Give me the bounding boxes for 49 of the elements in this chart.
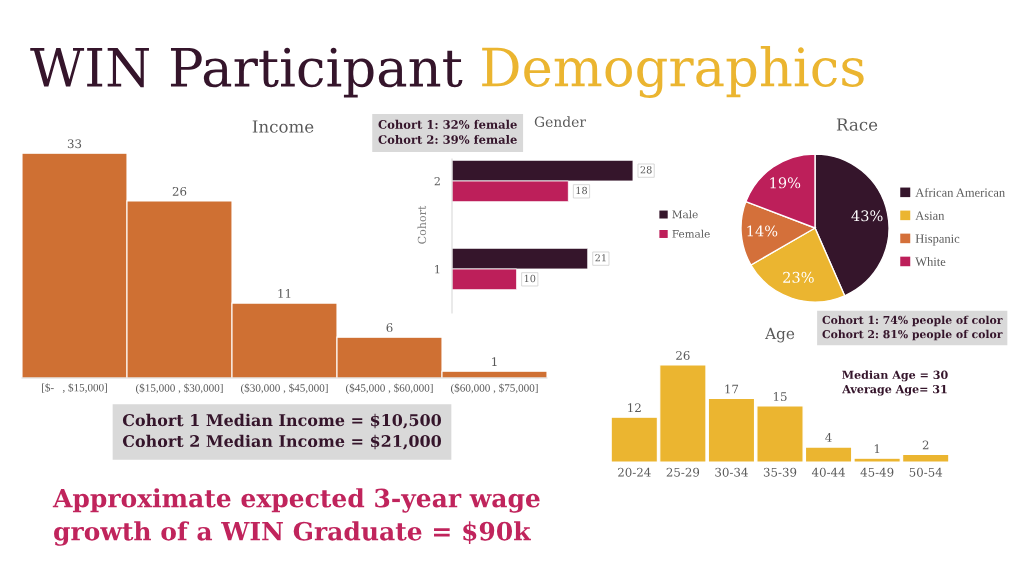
data-label: 14% xyxy=(747,225,778,237)
data-label: 1 xyxy=(492,357,497,366)
data-label: 26 xyxy=(172,186,187,196)
y-axis-title: Cohort xyxy=(417,205,427,244)
x-tick-label: 35-39 xyxy=(763,467,797,477)
legend-label: African American xyxy=(915,187,1005,197)
chart-title: Income xyxy=(252,120,314,133)
data-label: 12 xyxy=(628,403,641,412)
x-tick-label: 30-34 xyxy=(715,467,748,477)
data-label: 28 xyxy=(640,166,652,174)
x-tick-label: ($45,000 , $60,000] xyxy=(346,383,433,394)
x-tick-label: ($15,000 , $30,000] xyxy=(136,383,223,394)
x-tick-label: [$- , $15,000] xyxy=(42,383,107,393)
legend-label: Asian xyxy=(915,211,945,220)
data-label: 2 xyxy=(922,440,929,450)
legend-label: White xyxy=(915,257,946,266)
chart-title: Age xyxy=(764,327,795,343)
data-label: 11 xyxy=(278,289,291,298)
data-label: 21 xyxy=(595,254,606,262)
data-label: 6 xyxy=(386,323,393,333)
x-tick-label: ($60,000 , $75,000] xyxy=(451,383,538,394)
text: Cohort 1 Median Income = $10,500 Cohort 2 Median Income = $21,000 xyxy=(122,413,442,450)
annotation: Median Age = 30 Average Age= 31 xyxy=(842,370,948,396)
x-tick-label: 50-54 xyxy=(909,467,943,477)
data-label: 23% xyxy=(783,271,814,283)
data-label: 17 xyxy=(725,384,739,394)
chart-title: Gender xyxy=(534,116,586,128)
text: Cohort 1: 74% people of color Cohort 2: 81% people of color xyxy=(822,315,1003,341)
data-label: 18 xyxy=(576,186,588,195)
text: WIN Participant Demographics xyxy=(30,46,864,98)
legend-label: Hispanic xyxy=(915,234,960,246)
x-tick-label: 20-24 xyxy=(618,467,651,477)
data-label: 4 xyxy=(825,433,832,442)
chart-title: Race xyxy=(836,118,878,131)
text: Approximate expected 3-year wage growth of a WIN Graduate = $90k xyxy=(52,488,540,546)
text: Cohort 1: 32% female Cohort 2: 39% female xyxy=(378,119,517,144)
x-tick-label: 25-29 xyxy=(666,467,700,477)
legend-label: Female xyxy=(672,229,710,238)
legend-label: Male xyxy=(672,210,698,219)
x-tick-label: 40-44 xyxy=(811,467,845,477)
x-tick-label: ($30,000 , $45,000] xyxy=(241,383,328,394)
data-label: 26 xyxy=(676,350,690,360)
data-label: 19% xyxy=(770,177,801,189)
data-label: 33 xyxy=(67,139,82,149)
x-tick-label: 45-49 xyxy=(860,467,894,477)
data-label: 1 xyxy=(874,444,880,454)
data-label: 10 xyxy=(524,274,536,283)
data-label: 15 xyxy=(773,392,787,401)
data-label: 43% xyxy=(851,210,883,222)
